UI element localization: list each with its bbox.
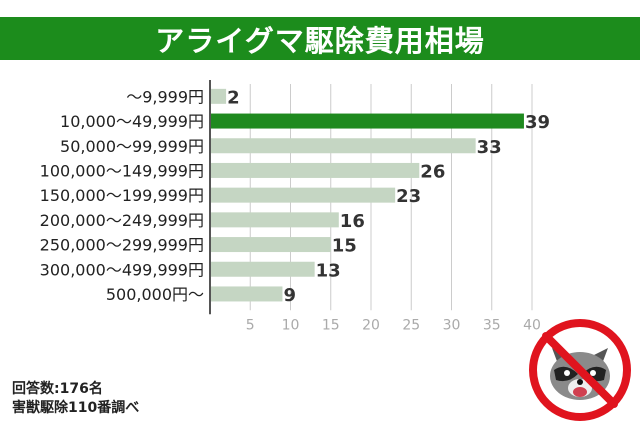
category-label: 100,000～149,999円 xyxy=(40,161,204,180)
category-label: 150,000～199,999円 xyxy=(40,186,204,205)
chart-title-bar: アライグマ駆除費用相場 xyxy=(0,17,640,60)
no-raccoon-icon xyxy=(529,319,631,421)
x-tick-label: 10 xyxy=(282,317,300,333)
value-label: 13 xyxy=(316,260,341,281)
category-label: 10,000～49,999円 xyxy=(60,112,204,131)
value-label: 39 xyxy=(525,112,550,133)
x-tick-label: 5 xyxy=(246,317,255,333)
x-tick-label: 25 xyxy=(402,317,420,333)
value-label: 23 xyxy=(396,186,421,207)
x-tick-label: 15 xyxy=(322,317,340,333)
bar xyxy=(210,88,227,104)
category-label: ～9,999円 xyxy=(126,87,204,106)
x-tick-label: 35 xyxy=(483,317,501,333)
category-label: 200,000～249,999円 xyxy=(40,211,204,230)
value-label: 15 xyxy=(332,236,357,257)
x-tick-label: 40 xyxy=(523,317,541,333)
source-note: 害獣駆除110番調べ xyxy=(12,400,140,416)
bar xyxy=(210,162,420,178)
bar xyxy=(210,261,315,277)
respondent-count: 回答数:176名 xyxy=(12,381,103,397)
value-label: 9 xyxy=(283,285,296,306)
value-label: 2 xyxy=(227,87,240,108)
category-label: 300,000～499,999円 xyxy=(40,260,204,279)
bar xyxy=(210,237,331,253)
chart-title: アライグマ駆除費用相場 xyxy=(155,23,485,58)
x-tick-label: 20 xyxy=(362,317,380,333)
bar xyxy=(210,187,396,203)
bar xyxy=(210,113,524,129)
category-label: 250,000～299,999円 xyxy=(40,236,204,255)
category-label: 50,000～99,999円 xyxy=(60,137,204,156)
bar xyxy=(210,138,476,154)
x-tick-label: 30 xyxy=(443,317,461,333)
value-label: 33 xyxy=(477,137,502,158)
bar xyxy=(210,212,339,228)
bar xyxy=(210,286,283,302)
value-label: 16 xyxy=(340,211,365,232)
category-label: 500,000円～ xyxy=(106,285,204,304)
value-label: 26 xyxy=(420,161,445,182)
